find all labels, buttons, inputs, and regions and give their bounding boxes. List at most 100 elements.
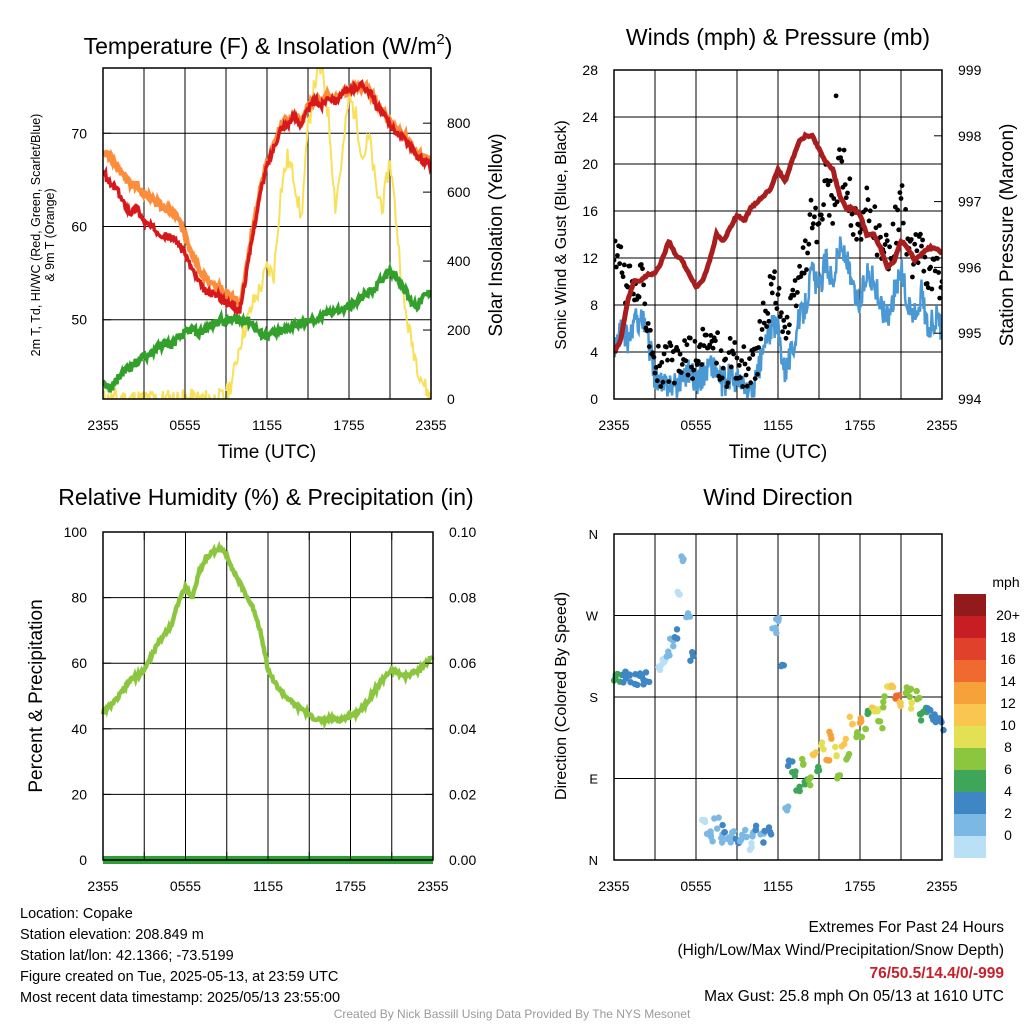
direction-point (796, 787, 803, 795)
gust-point (790, 287, 796, 293)
gust-point (715, 330, 720, 336)
direction-point (742, 826, 749, 834)
gust-point (883, 232, 889, 238)
gust-point (820, 216, 825, 222)
gust-point (887, 244, 892, 250)
gust-point (920, 237, 925, 243)
insolation-line (103, 68, 431, 399)
direction-point (843, 756, 850, 763)
extremes-values: 76/50.5/14.4/0/-999 (869, 965, 1004, 982)
direction-ylabel-left: Direction (Colored By Speed) (553, 592, 570, 800)
direction-point (784, 762, 792, 770)
gust-point (645, 321, 651, 326)
gust-point (638, 262, 644, 267)
gust-point (742, 361, 748, 367)
gust-point (816, 221, 822, 226)
gust-point (776, 285, 782, 291)
gust-point (924, 281, 930, 286)
gust-point (826, 213, 832, 218)
temperature-ylabel-left: 2m T, Td, HI/WC (Red, Green, Scarlet/Blu… (29, 114, 57, 357)
y-tick-label: 28 (582, 62, 598, 78)
y-tick-label: 80 (71, 590, 87, 606)
gust-point (856, 222, 862, 228)
station-location: Location: Copake (20, 906, 133, 922)
figure-created: Figure created on Tue, 2025-05-13, at 23… (20, 969, 339, 985)
gust-point (895, 207, 900, 213)
direction-point (752, 822, 760, 829)
x-tick-label: 1755 (844, 417, 875, 433)
gust-point (614, 238, 618, 244)
gust-point (659, 360, 665, 365)
winds-grid (614, 70, 942, 399)
colorbar-swatch (954, 814, 986, 836)
gust-point (821, 202, 826, 208)
direction-point (749, 831, 756, 839)
direction-point (845, 750, 853, 758)
y2-tick-label: 0.10 (449, 524, 476, 540)
direction-point (769, 625, 776, 632)
gust-point (898, 196, 904, 201)
gust-point (929, 286, 935, 292)
y-tick-label: 0 (590, 391, 598, 407)
gust-point (679, 362, 685, 367)
gust-point (769, 290, 775, 296)
direction-point (614, 670, 621, 678)
gust-point (813, 205, 818, 211)
colorbar-swatch (954, 836, 986, 858)
direction-point (743, 833, 750, 841)
gust-point (618, 244, 624, 250)
colorbar-label: 14 (1000, 673, 1016, 689)
gust-point (845, 190, 850, 196)
gust-point (661, 351, 667, 357)
direction-point (875, 717, 882, 725)
direction-point (917, 717, 925, 724)
extremes-title: Extremes For Past 24 Hours (808, 919, 1004, 936)
colorbar-label: 8 (1004, 739, 1012, 755)
gust-point (937, 295, 942, 301)
humidity-ticks: 2355 0555 1155 1755 23550204060801000.000.02… (64, 524, 477, 894)
x-tick-label: 1755 (335, 878, 366, 894)
gust-point (842, 182, 848, 188)
extremes-info: Extremes For Past 24 Hours (High/Low/Max… (678, 916, 1005, 1008)
gust-point (768, 281, 774, 287)
gust-point (701, 343, 707, 349)
gust-point (785, 330, 791, 335)
direction-point (690, 652, 697, 660)
winds-xlabel: Time (UTC) (729, 442, 828, 463)
colorbar-swatch (954, 770, 986, 792)
temperature-series (103, 68, 431, 399)
gust-point (896, 227, 902, 233)
x-tick-label: 2355 (415, 417, 446, 433)
colorbar-label: 18 (1000, 629, 1016, 645)
direction-title: Wind Direction (703, 484, 853, 510)
direction-point (879, 725, 886, 732)
temp-2m-line (103, 79, 431, 316)
x-tick-label: 1155 (252, 417, 282, 433)
dewpoint-line (103, 261, 431, 393)
gust-point (922, 254, 928, 260)
winds-ticks: 2355 0555 1155 1755 235504812162024289949959… (582, 62, 981, 433)
x-tick-label: 2355 (87, 417, 118, 433)
humidity-grid (103, 532, 433, 860)
y2-tick-label: 400 (447, 253, 471, 269)
gust-point (857, 230, 863, 235)
gust-point (760, 300, 766, 306)
temperature-ticks: 2355 0555 1155 1755 2355 50 60 70 0 200 400 600 800 (71, 68, 471, 433)
gust-point (614, 264, 619, 270)
direction-point (665, 648, 672, 655)
y-tick-label: 60 (71, 219, 87, 235)
gust-point (793, 303, 799, 309)
gust-point (765, 311, 771, 316)
direction-point (663, 653, 670, 660)
temperature-panel: Temperature (F) & Insolation (W/m2) Time… (29, 31, 507, 463)
colorbar-swatch (954, 726, 986, 748)
gust-point (783, 335, 789, 341)
gust-point (772, 269, 777, 275)
gust-point (781, 318, 787, 323)
colorbar-swatch (954, 660, 986, 682)
gust-point (728, 364, 734, 370)
gust-point (935, 256, 940, 261)
y-tick-label: 4 (590, 344, 598, 360)
gust-point (615, 253, 620, 258)
gust-point (691, 367, 697, 373)
